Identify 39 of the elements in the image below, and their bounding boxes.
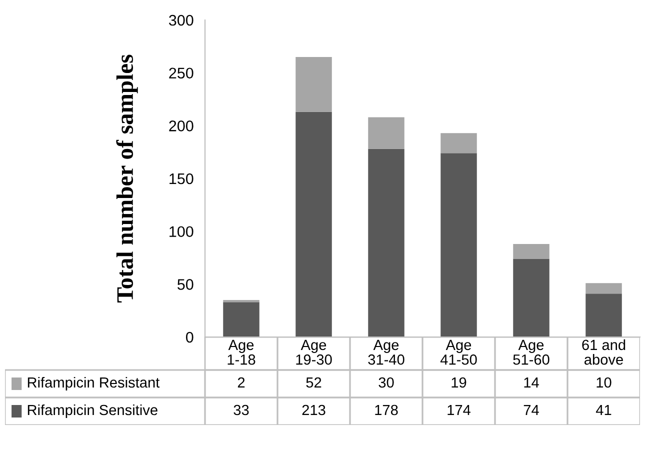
data-label: 19 [452,377,466,388]
data-label: 174 [448,404,470,416]
bar [223,302,260,337]
data-label: 213 [302,404,326,416]
y-tick-label: 150 [170,173,194,184]
x-tick-label: 61 and above [582,339,626,365]
data-label: 74 [524,404,539,416]
legend-label: Rifampicin Resistant [28,376,160,391]
y-tick-label: 0 [186,332,194,343]
bar [586,294,622,337]
bar [296,56,332,112]
y-tick-label: 300 [168,14,194,26]
data-label: 178 [375,404,398,416]
bar [296,112,332,337]
data-label: 2 [238,377,245,388]
data-label: 10 [596,377,612,388]
bar [368,148,404,337]
data-label: 41 [596,404,612,416]
bar [368,117,404,149]
y-tick-label: 100 [170,226,194,238]
bar [586,283,622,294]
data-label: 33 [234,404,249,416]
x-tick-label: Age 19-30 [296,340,332,365]
bar [513,244,550,259]
bar [440,133,477,154]
x-tick-label: Age 31-40 [368,340,404,365]
x-tick-label: Age 1-18 [228,340,256,365]
bar [440,153,477,337]
x-tick-label: Age 41-50 [440,340,477,365]
legend-label: Rifampicin Sensitive [28,404,158,418]
data-label: 52 [306,377,322,388]
y-tick-label: 50 [178,279,194,290]
y-axis-title: Total number of samples [116,54,138,302]
data-label: 30 [378,377,394,388]
y-tick-label: 250 [169,68,194,79]
x-tick-label: Age 51-60 [513,340,550,365]
y-tick-label: 200 [169,120,194,132]
data-label: 14 [524,377,539,388]
bar [513,258,550,337]
